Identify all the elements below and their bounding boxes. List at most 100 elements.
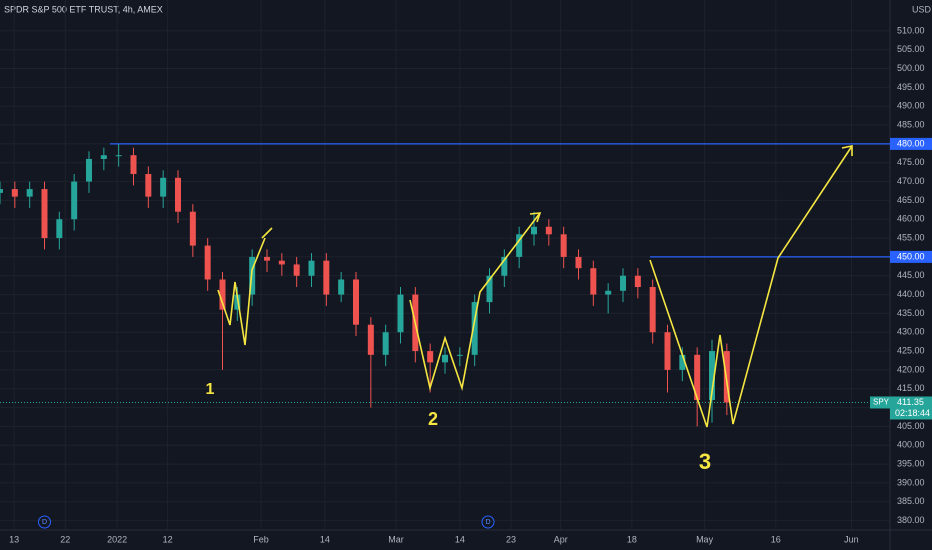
x-tick-label: 14 <box>320 534 330 544</box>
candle-body <box>71 181 78 220</box>
candle-body <box>145 174 152 197</box>
candle-body <box>620 275 626 291</box>
level-tag <box>890 250 932 263</box>
y-tick-label: 495.00 <box>897 82 925 92</box>
level-tag <box>890 137 932 150</box>
arrow-1 <box>261 227 273 239</box>
candle-body <box>293 264 300 276</box>
candle-body <box>26 189 33 197</box>
candle-body <box>160 177 167 197</box>
currency: USD <box>912 4 932 14</box>
y-tick-label: 405.00 <box>897 421 925 431</box>
zigzag-2 <box>409 212 541 392</box>
y-tick-label: 465.00 <box>897 195 925 205</box>
x-tick-label: 12 <box>163 534 173 544</box>
candle-body <box>130 155 137 175</box>
countdown: 02:18:44 <box>895 408 930 418</box>
projection-3 <box>649 145 853 428</box>
symbol-label: SPY <box>873 398 890 407</box>
candle-body <box>278 260 285 265</box>
event-marker <box>481 515 495 529</box>
candle-body <box>367 324 374 355</box>
event-label: D <box>42 519 47 526</box>
candle-body <box>590 268 597 295</box>
candle-body <box>323 260 330 295</box>
y-tick-label: 445.00 <box>897 270 925 280</box>
candle-body <box>605 290 612 295</box>
y-tick-label: 395.00 <box>897 458 925 468</box>
candle-body <box>634 275 641 288</box>
x-tick-label: 22 <box>60 534 70 544</box>
price-tag <box>890 396 932 420</box>
y-tick-label: 475.00 <box>897 157 925 167</box>
chart-title: SPDR S&P 500 ETF TRUST, 4h, AMEX <box>4 4 163 14</box>
candle-body <box>471 302 478 355</box>
annotation: 3 <box>699 449 711 474</box>
candle-body <box>264 256 270 261</box>
candle-body <box>516 234 523 257</box>
event-label: D <box>485 519 490 526</box>
event-marker <box>38 515 51 529</box>
candle-body <box>204 245 211 280</box>
y-tick-label: 420.00 <box>897 364 925 374</box>
y-tick-label: 385.00 <box>897 496 925 506</box>
arrow-2 <box>529 212 542 223</box>
candle-body <box>486 275 493 303</box>
candle-body <box>679 354 686 370</box>
price-label: 411.35 <box>897 397 924 407</box>
y-tick-label: 500.00 <box>897 63 925 73</box>
arrow-3 <box>841 145 853 156</box>
candle-body <box>456 354 463 356</box>
level-label: 450.00 <box>897 251 925 261</box>
symbol-tag <box>870 396 890 409</box>
y-tick-label: 440.00 <box>897 289 925 299</box>
x-tick-label: Feb <box>253 534 269 544</box>
y-tick-label: 415.00 <box>897 383 925 393</box>
level-label: 480.00 <box>897 138 925 148</box>
candle-body <box>575 256 582 269</box>
candle-body <box>0 189 3 193</box>
x-tick-label: May <box>696 534 714 544</box>
candle-body <box>86 158 92 182</box>
y-tick-label: 390.00 <box>897 477 925 487</box>
candle-body <box>382 332 389 355</box>
y-tick-label: 485.00 <box>897 119 925 129</box>
x-tick-label: 14 <box>455 534 465 544</box>
x-tick-label: Mar <box>388 534 404 544</box>
x-tick-label: 16 <box>771 534 781 544</box>
y-tick-label: 400.00 <box>897 440 925 450</box>
x-tick-label: 13 <box>9 534 19 544</box>
annotation: 2 <box>428 409 438 429</box>
y-tick-label: 425.00 <box>897 345 925 355</box>
candle-body <box>219 279 226 310</box>
candle-body <box>531 226 537 235</box>
candle-body <box>41 189 48 239</box>
zigzag-1 <box>217 237 266 346</box>
candle-body <box>353 279 359 325</box>
candle-body <box>175 177 181 212</box>
candle-body <box>308 260 315 276</box>
x-tick-label: Jun <box>844 534 859 544</box>
candle-body <box>664 332 671 370</box>
y-tick-label: 380.00 <box>897 515 925 525</box>
x-tick-label: 2022 <box>107 534 127 544</box>
y-tick-label: 490.00 <box>897 101 925 111</box>
candle-body <box>234 294 241 310</box>
annotation: 1 <box>206 381 215 398</box>
x-tick-label: 18 <box>627 534 637 544</box>
candle-body <box>709 351 715 401</box>
candle-body <box>397 294 404 333</box>
y-tick-label: 460.00 <box>897 214 925 224</box>
candle-body <box>56 219 63 239</box>
y-tick-label: 510.00 <box>897 25 925 35</box>
candle-body <box>338 279 345 295</box>
candle-body <box>545 226 552 235</box>
y-tick-label: 455.00 <box>897 232 925 242</box>
drawings <box>217 145 853 428</box>
candle-body <box>501 256 508 276</box>
candle-body <box>100 155 107 159</box>
candle-body <box>189 211 196 246</box>
candle-body <box>694 354 701 401</box>
candle-body <box>11 189 18 197</box>
